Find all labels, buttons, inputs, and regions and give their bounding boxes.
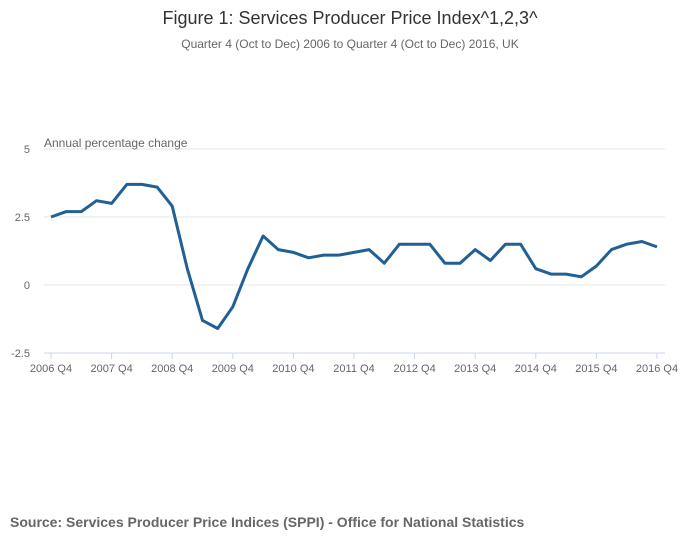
chart-title: Figure 1: Services Producer Price Index^… <box>162 8 538 28</box>
y-tick-label: -2.5 <box>11 348 30 360</box>
x-tick-label: 2008 Q4 <box>151 363 193 375</box>
x-tick-label: 2013 Q4 <box>454 363 496 375</box>
x-tick-label: 2010 Q4 <box>272 363 314 375</box>
x-tick-label: 2011 Q4 <box>333 363 374 375</box>
x-tick-label: 2014 Q4 <box>515 363 557 375</box>
y-tick-label: 2.5 <box>15 212 30 224</box>
y-axis-label: Annual percentage change <box>44 136 188 150</box>
source-note: Source: Services Producer Price Indices … <box>10 514 525 530</box>
chart-subtitle: Quarter 4 (Oct to Dec) 2006 to Quarter 4… <box>181 37 519 51</box>
x-tick-label: 2009 Q4 <box>212 363 254 375</box>
x-tick-label: 2007 Q4 <box>90 363 132 375</box>
x-tick-label: 2012 Q4 <box>393 363 435 375</box>
x-tick-label: 2006 Q4 <box>30 363 72 375</box>
x-tick-label: 2015 Q4 <box>575 363 617 375</box>
y-tick-label: 0 <box>24 280 30 292</box>
series-line <box>50 182 658 330</box>
x-tick-label: 2016 Q4 <box>636 363 678 375</box>
y-tick-label: 5 <box>24 144 30 156</box>
